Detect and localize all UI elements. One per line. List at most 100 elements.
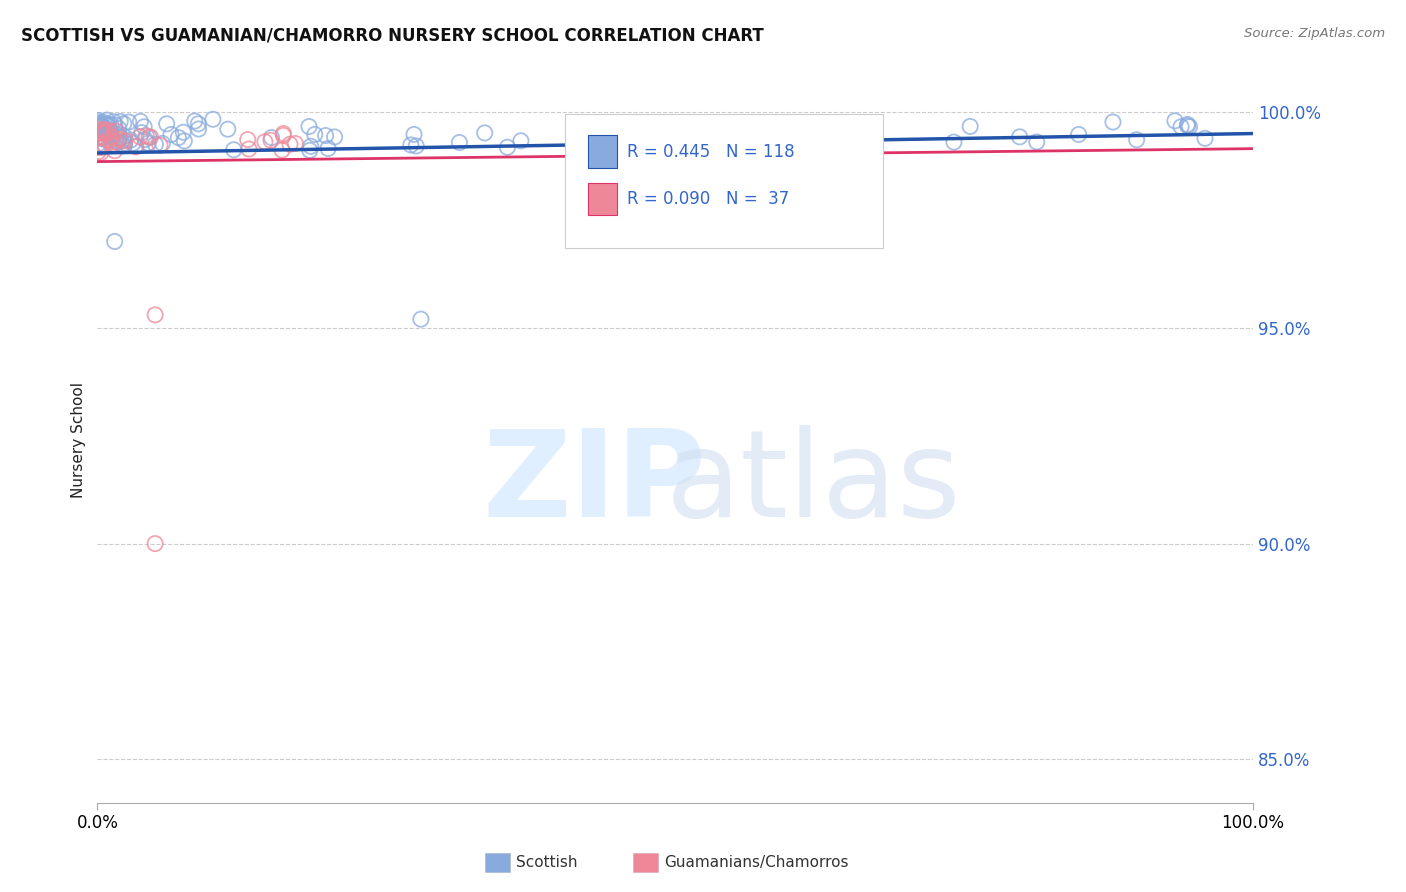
Point (89, 130, 111, 145)
Point (129, 114, 152, 128)
Bar (589, 136, 617, 168)
Point (112, 133, 135, 147)
Point (273, 127, 295, 141)
Point (94, 138, 117, 153)
Point (959, 120, 981, 134)
Y-axis label: Nursery School: Nursery School (72, 382, 86, 498)
Point (156, 117, 179, 131)
Point (97, 119, 120, 133)
Point (90, 125, 112, 139)
Point (108, 114, 131, 128)
Point (91, 122, 114, 136)
Point (173, 134, 195, 148)
Point (100, 124, 122, 138)
Point (104, 124, 127, 138)
Point (87, 145, 110, 159)
Point (315, 128, 337, 143)
Point (125, 140, 148, 154)
Point (87, 123, 110, 137)
Point (112, 117, 135, 131)
Point (405, 139, 427, 153)
Point (129, 130, 152, 145)
Point (107, 128, 129, 142)
Point (94, 126, 117, 140)
Point (316, 141, 339, 155)
Point (91, 121, 114, 136)
Point (222, 143, 245, 157)
Point (821, 118, 844, 132)
Point (1178, 120, 1201, 134)
Point (1177, 118, 1199, 132)
Point (89, 117, 111, 131)
Text: ZIP: ZIP (482, 425, 706, 542)
Point (143, 536, 166, 550)
Point (298, 144, 321, 158)
Point (91, 124, 114, 138)
Point (90, 120, 112, 134)
Point (100, 118, 122, 132)
Point (1164, 113, 1187, 128)
Point (1067, 128, 1090, 142)
Point (87, 118, 110, 132)
Point (1025, 135, 1047, 149)
Point (93, 125, 115, 139)
Point (105, 135, 128, 149)
Text: atlas: atlas (666, 425, 962, 542)
Point (103, 114, 125, 128)
Point (96, 118, 118, 132)
Point (236, 132, 259, 146)
Point (98, 133, 121, 147)
Point (87, 140, 110, 154)
Point (1194, 131, 1216, 145)
Point (402, 128, 425, 142)
Point (112, 138, 135, 153)
Point (104, 135, 127, 149)
Point (273, 128, 295, 143)
Point (120, 133, 142, 147)
Point (90, 125, 112, 139)
Point (91, 140, 114, 154)
Point (91, 119, 114, 133)
Point (678, 133, 700, 147)
Bar (589, 183, 617, 215)
Point (96, 133, 118, 147)
Point (134, 132, 156, 146)
Point (89, 129, 111, 144)
Point (94, 123, 117, 137)
Point (591, 134, 613, 148)
Point (134, 120, 156, 134)
Point (152, 136, 174, 151)
Point (97, 117, 120, 131)
Point (496, 140, 519, 154)
Point (138, 130, 160, 145)
Point (104, 144, 127, 158)
Point (131, 126, 153, 140)
Point (238, 142, 260, 156)
Point (759, 131, 782, 145)
Point (304, 128, 326, 142)
Point (93, 137, 115, 152)
Point (104, 235, 127, 249)
Text: Guamanians/Chamorros: Guamanians/Chamorros (664, 855, 848, 870)
Point (93, 115, 115, 129)
Point (114, 134, 136, 148)
Point (828, 129, 851, 144)
Point (770, 120, 793, 135)
Point (104, 118, 127, 132)
Point (87, 115, 110, 129)
Point (942, 135, 965, 149)
Point (101, 130, 124, 145)
Point (1008, 129, 1031, 144)
Point (509, 134, 531, 148)
Point (284, 136, 307, 151)
Point (278, 137, 301, 152)
Point (665, 122, 688, 136)
Point (149, 138, 172, 153)
Point (260, 133, 283, 147)
Point (112, 138, 135, 153)
Point (399, 138, 422, 153)
Point (101, 136, 124, 151)
Point (96, 113, 118, 128)
Point (449, 136, 471, 150)
Point (298, 120, 321, 134)
